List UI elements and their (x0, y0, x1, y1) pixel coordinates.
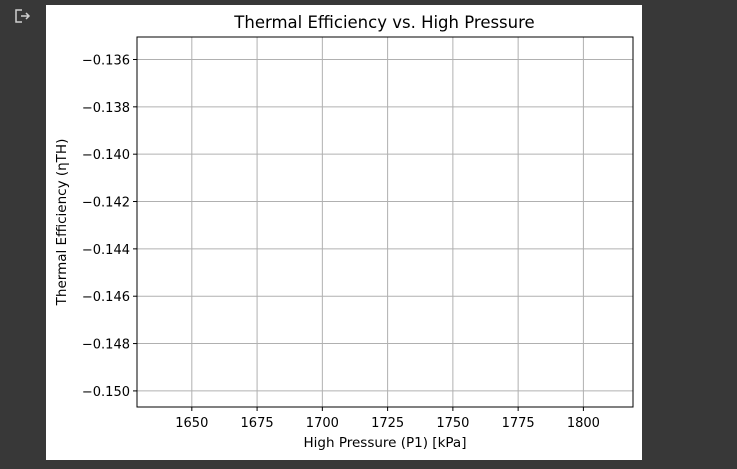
x-tick-label: 1725 (371, 416, 404, 431)
x-axis: 1650 1675 1700 1725 1750 1775 1800 (175, 407, 600, 431)
y-tick-label: −0.142 (82, 196, 130, 211)
x-tick-label: 1650 (175, 416, 208, 431)
x-tick-label: 1700 (306, 416, 339, 431)
y-tick-label: −0.146 (82, 290, 130, 305)
y-tick-label: −0.148 (82, 338, 130, 353)
chart: Thermal Efficiency vs. High Pressure 165… (54, 13, 634, 451)
y-axis-label: Thermal Efficiency (ηTH) (54, 139, 70, 307)
x-tick-label: 1800 (567, 416, 600, 431)
y-tick-label: −0.136 (82, 53, 130, 68)
output-gutter (0, 0, 46, 469)
y-tick-label: −0.140 (82, 148, 130, 163)
x-tick-label: 1675 (241, 416, 274, 431)
plot-frame (136, 36, 634, 408)
x-axis-label: High Pressure (P1) [kPa] (304, 435, 467, 451)
output-toggle-icon[interactable] (13, 8, 31, 24)
x-tick-label: 1750 (436, 416, 469, 431)
chart-title: Thermal Efficiency vs. High Pressure (233, 13, 534, 32)
x-tick-label: 1775 (502, 416, 535, 431)
y-axis: −0.136 −0.138 −0.140 −0.142 −0.144 −0.146 −0.1… (82, 53, 137, 400)
y-tick-label: −0.150 (82, 385, 130, 400)
y-tick-label: −0.138 (82, 101, 130, 116)
grid-lines (137, 37, 633, 407)
plot-output: Thermal Efficiency vs. High Pressure 165… (46, 5, 642, 460)
y-tick-label: −0.144 (82, 243, 130, 258)
